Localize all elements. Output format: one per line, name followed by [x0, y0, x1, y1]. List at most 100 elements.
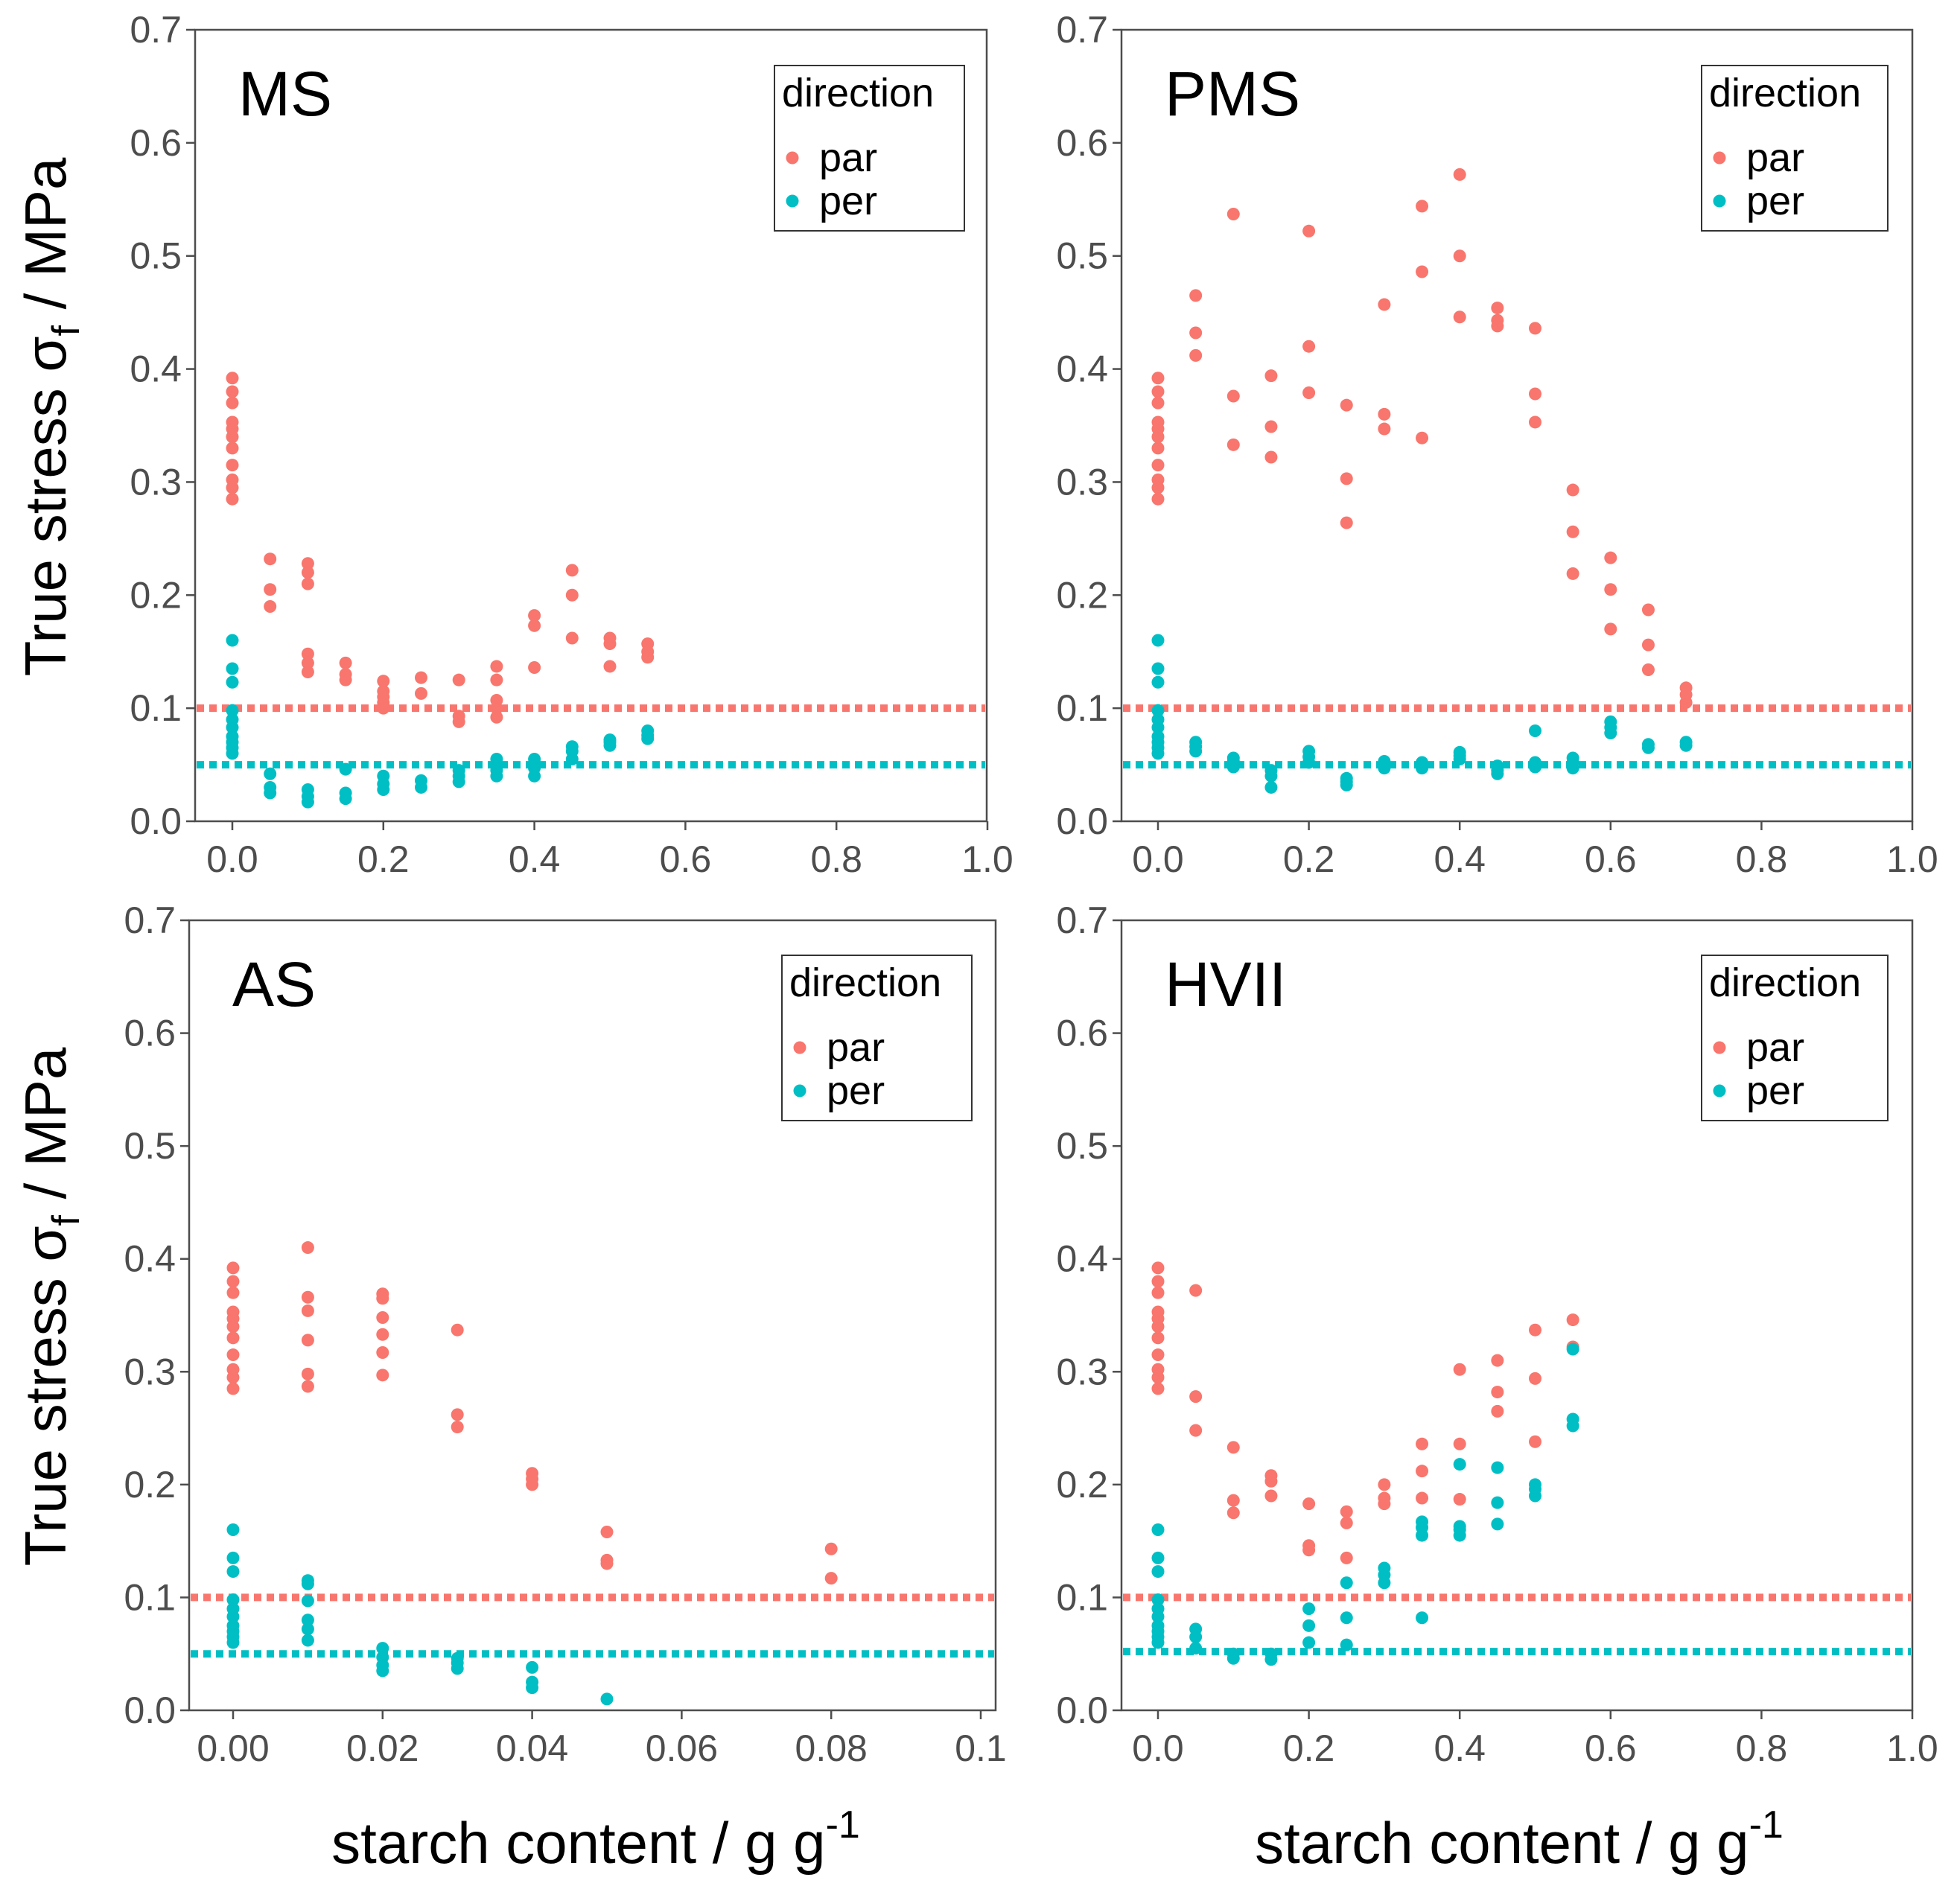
data-point-par [1264, 369, 1278, 383]
data-point-par [1226, 438, 1240, 451]
data-point-par [1641, 603, 1655, 617]
data-point-par [490, 694, 503, 707]
data-point-per [1566, 751, 1579, 765]
data-point-per [1302, 745, 1316, 758]
data-point-per [1226, 751, 1240, 765]
y-tick-label: 0.2 [124, 1464, 176, 1506]
data-point-par [1151, 1275, 1165, 1288]
data-point-per [452, 764, 465, 777]
y-tick-label: 0.2 [1056, 574, 1108, 616]
x-tick-label: 0.02 [346, 1727, 419, 1769]
y-axis-title-sub: f [45, 325, 88, 336]
data-point-par [376, 1328, 389, 1341]
data-point-par [490, 710, 503, 724]
y-tick-label: 0.5 [124, 1125, 176, 1167]
x-tick-label: 0.4 [1434, 838, 1486, 880]
data-point-par [1151, 492, 1165, 506]
data-point-per [1151, 713, 1165, 726]
data-point-par [1340, 516, 1353, 529]
data-point-per [1340, 1638, 1353, 1651]
data-point-per [1151, 1619, 1165, 1632]
data-point-par [415, 687, 427, 700]
data-point-par [1151, 442, 1165, 455]
data-point-per [1151, 704, 1165, 717]
y-tick-label: 0.1 [124, 1576, 176, 1618]
legend-title: direction [789, 961, 941, 1005]
data-point-par [1151, 1305, 1165, 1319]
legend-label-per: per [827, 1068, 885, 1113]
legend-label-par: par [819, 136, 877, 180]
data-point-par [1453, 1493, 1466, 1506]
y-tick-label: 0.0 [1056, 800, 1108, 842]
data-point-par [264, 599, 277, 613]
data-point-per [226, 1602, 240, 1616]
data-point-per [1416, 1515, 1429, 1529]
y-axis-title-main: True stress σ [13, 336, 78, 676]
data-point-par [1566, 1313, 1579, 1327]
x-tick-label: 0.4 [1434, 1727, 1486, 1769]
panel-pms: 0.0 0.1 0.2 0.3 0.4 0.5 0.6 0.7 0.0 0.2 0.4 0.6 0.8 1… [1056, 9, 1938, 880]
data-point-par [452, 673, 465, 687]
y-tick-label: 0.0 [130, 800, 182, 842]
data-point-per [1453, 745, 1466, 759]
data-point-par [824, 1542, 838, 1555]
data-point-per [1566, 1412, 1579, 1426]
x-axis-title-main: starch content / g g [331, 1810, 825, 1876]
data-point-per [490, 752, 503, 765]
data-point-per [1302, 1636, 1316, 1649]
data-point-par [226, 442, 239, 455]
data-point-par [1529, 387, 1541, 401]
data-point-par [1453, 310, 1466, 324]
data-point-par [1302, 1539, 1316, 1552]
data-point-per [1378, 755, 1391, 768]
x-tick-label: 0.0 [206, 838, 258, 880]
data-point-par [226, 1363, 240, 1376]
data-point-par [226, 1286, 240, 1299]
data-point-per [1264, 764, 1278, 777]
data-point-par [1340, 1551, 1353, 1564]
legend-label-per: per [1746, 1068, 1804, 1113]
y-tick-label: 0.3 [1056, 1351, 1108, 1392]
data-point-par [528, 609, 541, 622]
y-axis-title-top: True stress σf / MPa [13, 157, 88, 676]
data-point-per [603, 733, 617, 747]
y-axis-title-main: True stress σ [13, 1226, 78, 1566]
x-tick-label: 0.06 [646, 1727, 718, 1769]
y-tick-label: 0.3 [130, 461, 182, 503]
y-tick-label: 0.6 [1056, 122, 1108, 164]
data-point-per [226, 1619, 240, 1632]
data-point-par [1340, 1516, 1353, 1529]
data-point-per [1491, 1461, 1504, 1474]
data-point-per [264, 780, 277, 794]
data-point-per [1264, 1647, 1278, 1660]
data-point-par [377, 684, 390, 698]
data-point-par [226, 415, 239, 429]
data-point-per [226, 704, 239, 717]
data-point-par [1151, 459, 1165, 472]
data-point-par [1189, 326, 1203, 340]
data-point-par [301, 1334, 314, 1347]
data-point-per [226, 730, 239, 743]
data-point-par [1529, 1435, 1541, 1448]
data-point-per [1604, 715, 1617, 728]
data-point-per [226, 675, 239, 689]
x-tick-label: 0.6 [1585, 838, 1637, 880]
y-tick-label: 0.4 [1056, 1238, 1108, 1280]
x-tick-label: 1.0 [1886, 1727, 1938, 1769]
y-tick-label: 0.0 [124, 1689, 176, 1731]
data-point-par [1378, 422, 1391, 436]
data-point-par [301, 666, 314, 679]
data-point-per [1566, 1342, 1579, 1356]
data-point-per [1340, 1611, 1353, 1625]
data-point-par [452, 710, 465, 723]
panel-label: MS [238, 59, 332, 129]
data-point-per [1151, 730, 1165, 743]
data-point-par [1566, 525, 1579, 538]
data-point-per [226, 1551, 240, 1564]
legend-box [1701, 955, 1889, 1121]
data-point-par [1679, 681, 1693, 695]
data-point-par [1453, 168, 1466, 181]
data-point-par [226, 1275, 240, 1288]
data-point-par [1151, 396, 1165, 410]
legend-marker-per [1713, 194, 1726, 208]
